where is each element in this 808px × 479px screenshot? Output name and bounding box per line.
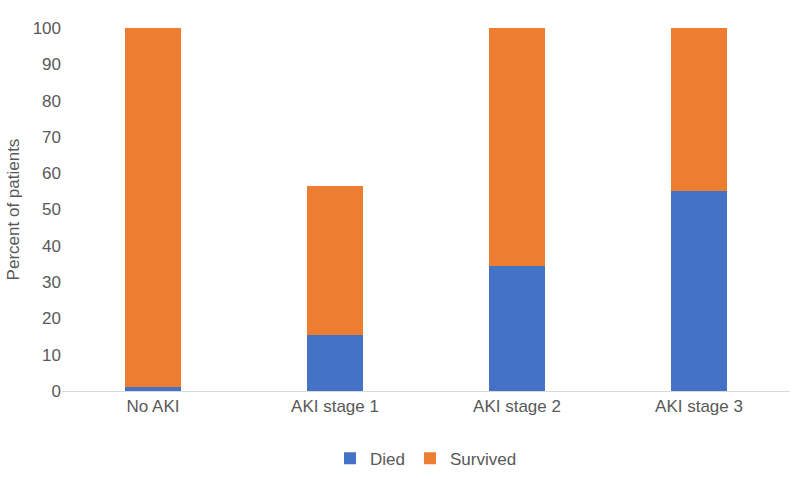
svg-text:No AKI: No AKI [127, 397, 180, 416]
svg-text:60: 60 [42, 164, 61, 183]
svg-text:AKI stage 1: AKI stage 1 [291, 397, 379, 416]
svg-text:40: 40 [42, 237, 61, 256]
svg-text:70: 70 [42, 128, 61, 147]
svg-text:30: 30 [42, 273, 61, 292]
svg-text:90: 90 [42, 55, 61, 74]
svg-text:10: 10 [42, 346, 61, 365]
svg-text:20: 20 [42, 309, 61, 328]
svg-text:AKI stage 3: AKI stage 3 [655, 397, 743, 416]
svg-text:80: 80 [42, 92, 61, 111]
svg-text:Died: Died [370, 450, 405, 469]
svg-text:Percent of patients: Percent of patients [4, 139, 23, 281]
svg-text:50: 50 [42, 200, 61, 219]
svg-text:Survived: Survived [450, 450, 516, 469]
svg-text:0: 0 [52, 382, 61, 401]
svg-text:100: 100 [33, 19, 61, 38]
svg-text:AKI stage 2: AKI stage 2 [473, 397, 561, 416]
